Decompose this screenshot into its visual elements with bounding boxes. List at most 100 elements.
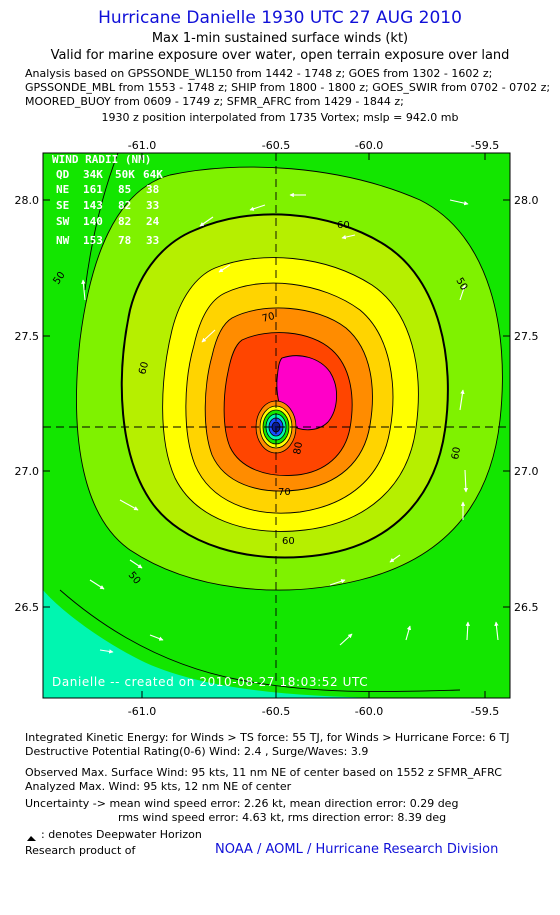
wind-vectors [81, 192, 499, 654]
observed-max-text: Observed Max. Surface Wind: 95 kts, 11 n… [25, 766, 502, 779]
field-maximum-inner [294, 373, 322, 407]
contour-label: 70 [261, 311, 276, 325]
wind-radii-50k: 82 [118, 215, 131, 228]
wind-vector-arrow [129, 559, 143, 569]
uncertainty-line-1: Uncertainty -> mean wind speed error: 2.… [25, 797, 459, 810]
wind-radii-34k: 153 [83, 234, 103, 247]
wind-vector-arrow [459, 389, 465, 411]
lon-tick-label-bottom: -59.5 [471, 705, 499, 718]
wind-radii-34k: 140 [83, 215, 103, 228]
wind-vector-arrow [218, 264, 231, 273]
wind-vector-arrow [389, 554, 401, 563]
wind-vector-arrow [99, 649, 114, 654]
wind-vector-arrow [494, 621, 499, 641]
wind-radii-64k: 33 [146, 234, 159, 247]
contour-label: 60 [137, 361, 151, 376]
isotach-95 [223, 332, 353, 476]
wind-radii-64k: 38 [146, 183, 159, 196]
lat-tick-label-left: 26.5 [15, 601, 40, 614]
analysis-line-2: GPSSONDE_MBL from 1553 - 1748 z; SHIP fr… [25, 81, 551, 94]
wind-radii-quadrant: SW [56, 215, 70, 228]
wind-radii-header-qd: QD [56, 168, 70, 181]
wind-vector-arrow [459, 284, 466, 301]
wind-vector-arrow [149, 634, 164, 641]
position-note: 1930 z position interpolated from 1735 V… [101, 111, 459, 124]
dpr-text: Destructive Potential Rating(0-6) Wind: … [25, 745, 369, 758]
wind-vector-arrow [201, 329, 216, 343]
ike-text: Integrated Kinetic Energy: for Winds > T… [25, 731, 510, 744]
lat-tick-label-right: 28.0 [514, 194, 539, 207]
deepwater-legend: : denotes Deepwater Horizon [41, 828, 202, 841]
map-title: Hurricane Danielle 1930 UTC 27 AUG 2010 [98, 8, 462, 28]
axis-labels: -61.0 -60.5 -60.0 -59.5 -61.0 -60.5 -60.… [15, 139, 539, 718]
wind-vector-arrow [341, 234, 356, 240]
wind-vector-arrow [89, 579, 105, 590]
wind-radii-quadrant: NE [56, 183, 69, 196]
contour-label: 60 [450, 446, 463, 460]
lon-tick-label-bottom: -61.0 [128, 705, 156, 718]
lon-tick-label-bottom: -60.0 [355, 705, 383, 718]
uncertainty-line-2: rms wind speed error: 4.63 kt, rms direc… [118, 811, 447, 824]
wind-radii-34k: 161 [83, 183, 103, 196]
isotach-60 [76, 166, 503, 591]
wind-field: 50 60 70 80 60 70 50 60 60 50 WIND RADII… [43, 153, 510, 698]
lat-tick-label-left: 28.0 [15, 194, 40, 207]
wind-radii-50k: 85 [118, 183, 131, 196]
isotach-50-northwest [84, 153, 119, 291]
lat-tick-label-left: 27.0 [15, 465, 40, 478]
noaa-aoml-hrd-label: NOAA / AOML / Hurricane Research Divisio… [215, 842, 499, 857]
lon-tick-label-bottom: -60.5 [262, 705, 290, 718]
wind-radii-header-64k: 64K [143, 168, 163, 181]
contour-label: 60 [282, 536, 295, 547]
isotach-80 [185, 282, 394, 514]
wind-vector-arrow [463, 469, 469, 493]
isotach-90 [204, 307, 373, 492]
wind-radii-50k: 82 [118, 199, 131, 212]
isotach-70 [162, 257, 419, 532]
contour-label: 60 [337, 220, 350, 231]
creation-credit: Danielle -- created on 2010-08-27 18:03:… [52, 675, 368, 689]
contour-label: 70 [278, 487, 291, 498]
lat-tick-label-right: 27.0 [514, 465, 539, 478]
wind-vector-arrow [199, 216, 214, 227]
isotach-64 [120, 213, 449, 559]
wind-vector-arrow [81, 279, 86, 301]
map-subtitle-variable: Max 1-min sustained surface winds (kt) [151, 31, 409, 46]
wind-vector-arrow [119, 499, 139, 511]
isotachs [59, 153, 503, 693]
map-subtitle-exposure: Valid for marine exposure over water, op… [50, 48, 510, 63]
wind-radii-header-50k: 50K [115, 168, 135, 181]
contour-label: 80 [292, 441, 305, 455]
research-product-label: Research product of [25, 844, 136, 857]
lon-tick-label-top: -59.5 [471, 139, 499, 152]
lat-tick-label-right: 26.5 [514, 601, 539, 614]
wind-radii-header-34k: 34K [83, 168, 103, 181]
wind-vector-arrow [249, 204, 266, 211]
wind-vector-arrow [449, 199, 469, 206]
analysis-line-3: MOORED_BUOY from 0609 - 1749 z; SFMR_AFR… [25, 95, 404, 108]
wind-radii-64k: 33 [146, 199, 159, 212]
lon-tick-label-top: -60.0 [355, 139, 383, 152]
wind-radii-34k: 143 [83, 199, 103, 212]
wind-radii-quadrant: SE [56, 199, 69, 212]
lat-tick-label-left: 27.5 [15, 330, 40, 343]
wind-vector-arrow [339, 633, 353, 646]
deepwater-horizon-icon [27, 836, 36, 841]
axis-ticks [43, 153, 510, 698]
isotach-max [276, 355, 337, 431]
wind-radii-50k: 78 [118, 234, 131, 247]
isotach-50-south [59, 589, 461, 693]
lon-tick-label-top: -61.0 [128, 139, 156, 152]
wind-radii-quadrant: NW [56, 234, 70, 247]
wind-radii-title: WIND RADII (NM) [52, 153, 151, 166]
analysis-line-1: Analysis based on GPSSONDE_WL150 from 14… [25, 67, 493, 80]
wind-radii-64k: 24 [146, 215, 160, 228]
analyzed-max-text: Analyzed Max. Wind: 95 kts, 12 nm NE of … [25, 780, 292, 793]
wind-radii-table: WIND RADII (NM) QD 34K 50K 64K NE 161 85… [52, 153, 163, 247]
lon-tick-label-top: -60.5 [262, 139, 290, 152]
wind-vector-arrow [329, 579, 346, 586]
wind-vector-arrow [465, 621, 470, 641]
lat-tick-label-right: 27.5 [514, 330, 539, 343]
wind-vector-arrow [405, 625, 412, 641]
